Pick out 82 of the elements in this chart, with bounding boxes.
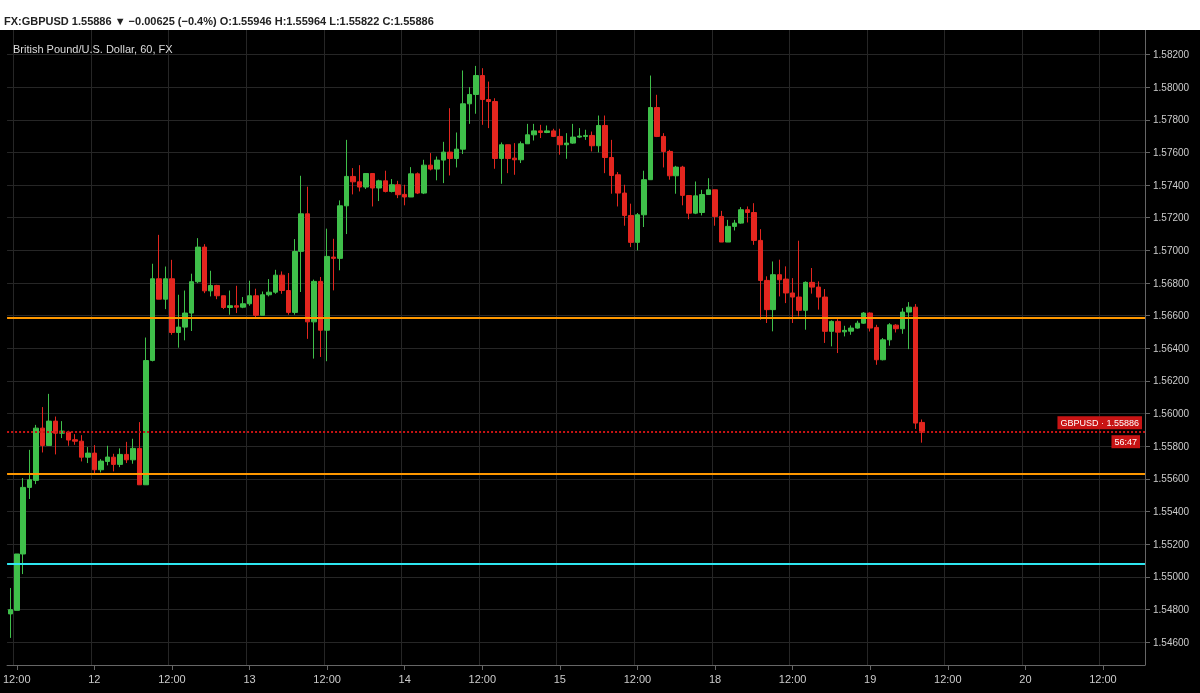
candlestick xyxy=(331,238,336,291)
candlestick xyxy=(389,178,395,193)
candlestick xyxy=(169,259,175,336)
y-tick-label: 1.58200 xyxy=(1153,48,1190,60)
candlestick xyxy=(208,270,213,297)
candlestick xyxy=(85,446,91,464)
y-tick-label: 1.56000 xyxy=(1153,408,1190,420)
candlestick xyxy=(835,318,841,354)
candlestick xyxy=(589,131,595,152)
y-tick-label: 1.58000 xyxy=(1153,81,1190,93)
y-tick-label: 1.55400 xyxy=(1153,506,1190,518)
candlestick xyxy=(770,260,776,332)
candlestick xyxy=(673,165,679,195)
candlestick xyxy=(803,280,808,331)
x-tick-label: 12:00 xyxy=(468,672,497,685)
y-tick-label: 1.56200 xyxy=(1153,375,1190,387)
candlestick xyxy=(829,319,834,347)
x-tick-label: 18 xyxy=(708,672,722,685)
x-tick-label: 12:00 xyxy=(2,672,31,685)
candlestick xyxy=(92,444,97,475)
x-tick-label: 12:00 xyxy=(623,672,652,685)
x-tick-label: 12:00 xyxy=(934,672,962,685)
candlestick xyxy=(202,243,207,294)
candlestick xyxy=(46,393,52,446)
y-tick-label: 1.56800 xyxy=(1153,277,1190,289)
candlestick xyxy=(428,152,433,171)
x-tick-label: 14 xyxy=(398,672,411,685)
candlestick xyxy=(324,228,330,362)
candlestick xyxy=(447,107,453,176)
candlestick xyxy=(124,441,129,464)
y-tick-label: 1.56600 xyxy=(1153,310,1190,322)
candlestick xyxy=(305,186,310,340)
y-tick-label: 1.56400 xyxy=(1153,342,1190,354)
x-tick-label: 13 xyxy=(243,672,256,685)
y-tick-label: 1.54800 xyxy=(1153,604,1190,615)
chart-title: FX:GBPUSD 1.55886 ▼ −0.00625 (−0.4%) O:1.55946 H:1.55964 L:1.55822 C:1.55886 xyxy=(3,14,435,29)
ref-line-label: GBPUSD · 1.55886 xyxy=(1060,417,1139,428)
x-tick-label: 12:00 xyxy=(313,672,341,685)
y-tick-label: 1.57000 xyxy=(1153,244,1190,256)
candlestick xyxy=(544,124,550,134)
y-tick-label: 1.55600 xyxy=(1153,473,1190,485)
candlestick xyxy=(893,323,899,333)
annotation: 56:47 xyxy=(1114,436,1138,447)
candlestick xyxy=(376,179,382,202)
candlestick xyxy=(370,172,375,207)
candlestick xyxy=(111,453,116,472)
candlestick xyxy=(499,141,504,185)
x-tick-label: 12 xyxy=(88,672,101,685)
candlestick xyxy=(253,288,259,319)
y-tick-label: 1.55200 xyxy=(1153,538,1190,550)
x-tick-label: 12:00 xyxy=(158,672,186,685)
x-tick-label: 19 xyxy=(864,672,877,685)
candlestick xyxy=(130,438,136,465)
x-tick-label: 20 xyxy=(1019,672,1032,685)
y-tick-label: 1.55000 xyxy=(1153,571,1190,583)
candlestick xyxy=(318,276,323,358)
candlestick xyxy=(421,159,427,195)
y-tick-label: 1.57600 xyxy=(1153,146,1190,158)
candlestick xyxy=(40,406,45,453)
candlestick xyxy=(156,234,162,300)
candlestick xyxy=(415,172,420,195)
y-tick-label: 1.57800 xyxy=(1153,114,1190,126)
text: British Pound/U.S. Dollar, 60, FX xyxy=(13,42,174,55)
x-tick-label: 12:00 xyxy=(1089,672,1117,685)
candlestick xyxy=(117,447,123,468)
candlestick xyxy=(163,266,168,310)
candlestick xyxy=(596,115,601,153)
candlestick xyxy=(234,285,239,314)
candlestick xyxy=(363,172,369,190)
x-tick-label: 12:00 xyxy=(778,672,807,685)
candlestick xyxy=(137,421,142,486)
candlestick xyxy=(538,124,543,139)
y-tick-label: 1.57200 xyxy=(1153,212,1190,224)
y-tick-label: 1.57400 xyxy=(1153,179,1190,191)
candlestick xyxy=(53,416,58,455)
candlestick xyxy=(227,290,233,316)
candlestick xyxy=(408,166,414,198)
candlestick xyxy=(383,170,388,193)
candlestick xyxy=(311,279,317,360)
y-tick-label: 1.54600 xyxy=(1153,636,1190,648)
x-tick-label: 15 xyxy=(553,672,566,685)
y-tick-label: 1.55800 xyxy=(1153,440,1190,452)
